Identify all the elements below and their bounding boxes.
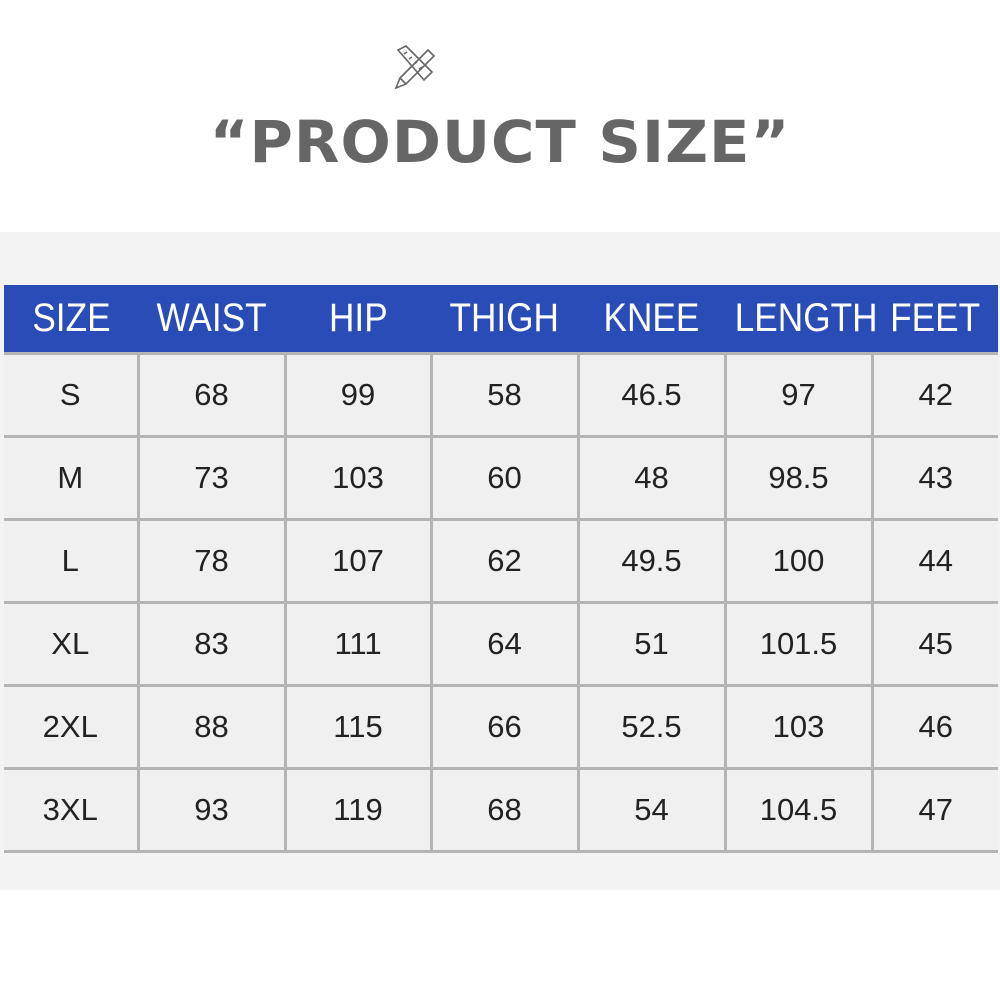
column-header-length: LENGTH <box>725 285 878 354</box>
column-header-knee: KNEE <box>578 285 725 354</box>
table-cell-hip: 107 <box>283 518 433 604</box>
column-header-hip: HIP <box>285 285 431 354</box>
table-cell-length: 100 <box>723 518 874 604</box>
column-header-thigh: THIGH <box>431 285 578 354</box>
column-header-feet: FEET <box>872 285 998 354</box>
table-cell-thigh: 64 <box>429 601 580 687</box>
table-cell-waist: 93 <box>136 767 287 853</box>
table-cell-length: 103 <box>723 684 874 770</box>
table-row: 2XL 88 115 66 52.5 103 46 <box>4 684 998 770</box>
column-header-label: THIGH <box>449 296 560 340</box>
table-cell-length: 104.5 <box>723 767 874 853</box>
table-cell-waist: 83 <box>136 601 287 687</box>
table-cell-length: 98.5 <box>723 435 874 521</box>
table-header-row: SIZE WAIST HIP THIGH KNEE LENGTH FEET <box>4 285 998 354</box>
column-header-label: SIZE <box>31 296 111 340</box>
table-cell-size: M <box>4 435 140 521</box>
table-cell-hip: 99 <box>283 352 433 438</box>
table-cell-size: 3XL <box>4 767 140 853</box>
table-cell-hip: 115 <box>283 684 433 770</box>
table-cell-waist: 78 <box>136 518 287 604</box>
column-header-label: KNEE <box>603 296 700 340</box>
table-cell-size: 2XL <box>4 684 140 770</box>
column-header-label: LENGTH <box>734 296 878 340</box>
size-table: SIZE WAIST HIP THIGH KNEE LENGTH FEET S 68 99 58 4… <box>4 285 998 853</box>
table-cell-thigh: 58 <box>429 352 580 438</box>
table-cell-hip: 103 <box>283 435 433 521</box>
column-header-label: FEET <box>890 296 980 340</box>
table-cell-size: L <box>4 518 140 604</box>
table-cell-knee: 46.5 <box>576 352 727 438</box>
table-cell-feet: 44 <box>870 518 998 604</box>
table-cell-knee: 54 <box>576 767 727 853</box>
table-cell-size: S <box>4 352 140 438</box>
column-header-label: HIP <box>328 296 388 340</box>
table-cell-hip: 111 <box>283 601 433 687</box>
table-cell-feet: 45 <box>870 601 998 687</box>
column-header-size: SIZE <box>4 285 138 354</box>
table-cell-thigh: 66 <box>429 684 580 770</box>
table-cell-thigh: 68 <box>429 767 580 853</box>
table-cell-length: 101.5 <box>723 601 874 687</box>
table-cell-knee: 52.5 <box>576 684 727 770</box>
column-header-label: WAIST <box>156 296 267 340</box>
table-cell-waist: 68 <box>136 352 287 438</box>
table-row: L 78 107 62 49.5 100 44 <box>4 518 998 604</box>
table-cell-waist: 88 <box>136 684 287 770</box>
pencil-ruler-icon <box>394 45 436 90</box>
table-row: M 73 103 60 48 98.5 43 <box>4 435 998 521</box>
table-row: XL 83 111 64 51 101.5 45 <box>4 601 998 687</box>
table-cell-length: 97 <box>723 352 874 438</box>
column-header-waist: WAIST <box>138 285 285 354</box>
table-cell-feet: 47 <box>870 767 998 853</box>
table-cell-size: XL <box>4 601 140 687</box>
table-cell-feet: 42 <box>870 352 998 438</box>
table-cell-thigh: 60 <box>429 435 580 521</box>
table-cell-waist: 73 <box>136 435 287 521</box>
table-cell-thigh: 62 <box>429 518 580 604</box>
table-row: 3XL 93 119 68 54 104.5 47 <box>4 767 998 853</box>
table-cell-hip: 119 <box>283 767 433 853</box>
table-cell-knee: 48 <box>576 435 727 521</box>
table-cell-knee: 49.5 <box>576 518 727 604</box>
table-cell-knee: 51 <box>576 601 727 687</box>
table-cell-feet: 43 <box>870 435 998 521</box>
table-cell-feet: 46 <box>870 684 998 770</box>
page-title: “PRODUCT SIZE” <box>209 108 791 176</box>
table-row: S 68 99 58 46.5 97 42 <box>4 352 998 438</box>
